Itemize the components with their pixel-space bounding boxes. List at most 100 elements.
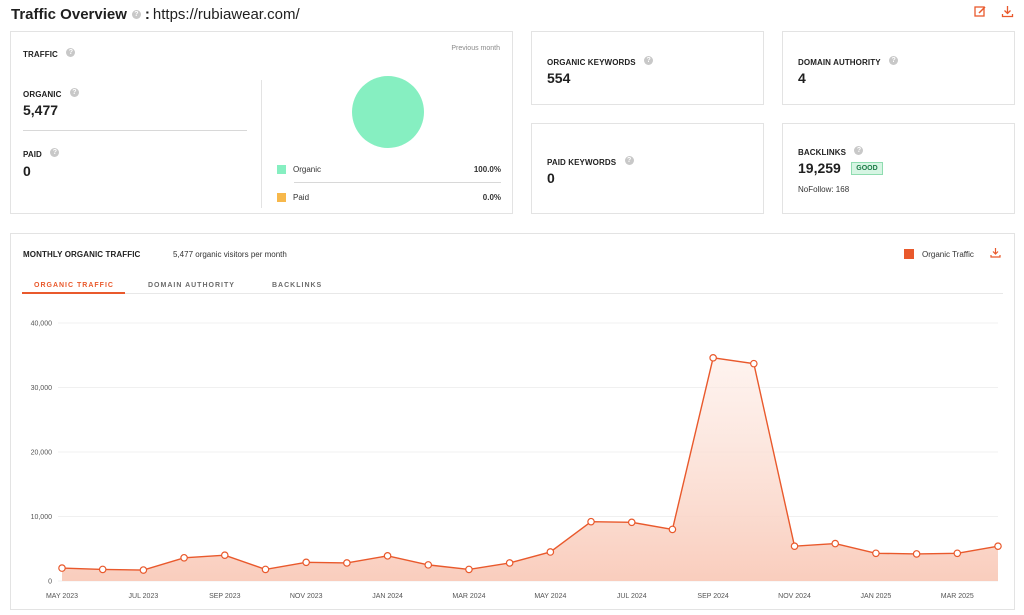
- download-icon[interactable]: [1001, 5, 1014, 18]
- legend-swatch-paid: [277, 193, 286, 202]
- x-tick-label: SEP 2024: [697, 593, 729, 600]
- legend-swatch-organic-traffic: [904, 249, 914, 259]
- data-point: [912, 550, 921, 558]
- help-icon[interactable]: ?: [69, 88, 79, 98]
- tab-active-indicator: [22, 292, 125, 294]
- data-point: [261, 565, 270, 574]
- data-point: [302, 558, 310, 567]
- page-title: Traffic Overview: [11, 5, 127, 23]
- y-tick-label: 40,000: [31, 321, 53, 328]
- paid-keywords-label: PAID KEYWORDS: [547, 158, 617, 167]
- tab-organic-traffic[interactable]: ORGANIC TRAFFIC: [34, 282, 114, 289]
- series-line-organic-traffic: [61, 357, 999, 571]
- data-point: [953, 549, 962, 558]
- data-point: [465, 565, 473, 574]
- help-icon[interactable]: ?: [131, 9, 141, 19]
- data-point: [587, 517, 595, 526]
- x-tick-label: MAR 2024: [452, 593, 485, 600]
- help-icon[interactable]: ?: [66, 48, 76, 58]
- help-icon[interactable]: ?: [644, 56, 654, 66]
- backlinks-card: BACKLINKS ? 19,259 GOOD NoFollow: 168: [782, 123, 1015, 214]
- monthly-traffic-subtitle: 5,477 organic visitors per month: [173, 250, 287, 259]
- download-icon[interactable]: [990, 247, 1001, 258]
- header-actions: [974, 5, 1014, 18]
- x-tick-label: JUL 2023: [129, 593, 159, 600]
- organic-keywords-label: ORGANIC KEYWORDS: [547, 58, 636, 67]
- domain-authority-label: DOMAIN AUTHORITY: [798, 58, 881, 67]
- area-fill: [62, 357, 998, 581]
- traffic-pie-chart: [352, 76, 424, 148]
- organic-label: ORGANIC: [23, 90, 62, 99]
- x-tick-label: NOV 2023: [290, 593, 323, 600]
- x-tick-label: JAN 2025: [861, 593, 892, 600]
- data-point: [98, 565, 107, 574]
- pie-slice-organic: [352, 76, 424, 148]
- paid-label: PAID: [23, 150, 42, 159]
- legend-pct-organic: 100.0%: [473, 165, 501, 174]
- data-point: [505, 559, 514, 567]
- y-tick-label: 30,000: [31, 385, 53, 392]
- domain-authority-card: DOMAIN AUTHORITY ? 4: [782, 31, 1015, 105]
- y-tick-label: 10,000: [31, 514, 53, 521]
- paid-value: 0: [23, 163, 31, 179]
- legend-swatch-organic: [277, 165, 286, 174]
- y-tick-label: 0: [48, 579, 52, 586]
- data-point: [790, 542, 799, 550]
- data-point: [220, 551, 229, 560]
- organic-keywords-value: 554: [547, 70, 571, 86]
- legend-paid: Paid 0.0%: [277, 191, 501, 205]
- edit-icon[interactable]: [974, 5, 987, 18]
- data-point: [139, 566, 148, 574]
- x-tick-label: JUL 2024: [617, 593, 647, 600]
- domain-authority-value: 4: [798, 70, 806, 86]
- data-point: [424, 561, 433, 569]
- data-point: [872, 549, 880, 558]
- legend-divider: [294, 182, 501, 183]
- y-tick-label: 20,000: [31, 450, 53, 457]
- help-icon[interactable]: ?: [889, 56, 899, 66]
- data-point: [546, 548, 555, 556]
- x-tick-label: JAN 2024: [372, 593, 403, 600]
- data-point: [180, 553, 188, 562]
- data-point: [383, 552, 392, 560]
- organic-keywords-card: ORGANIC KEYWORDS ? 554: [531, 31, 764, 105]
- vertical-divider: [261, 80, 262, 208]
- tab-domain-authority[interactable]: DOMAIN AUTHORITY: [148, 282, 235, 289]
- nofollow-count: NoFollow: 168: [798, 185, 850, 194]
- data-point: [831, 539, 840, 548]
- x-tick-label: MAY 2024: [534, 593, 566, 600]
- x-tick-label: SEP 2023: [209, 593, 241, 600]
- monthly-traffic-label: MONTHLY ORGANIC TRAFFIC: [23, 250, 141, 259]
- period-label: Previous month: [451, 45, 500, 52]
- legend-label-organic-traffic: Organic Traffic: [922, 250, 974, 259]
- help-icon[interactable]: ?: [854, 146, 864, 156]
- data-point: [994, 542, 1002, 550]
- x-tick-label: MAR 2025: [941, 593, 974, 600]
- tab-backlinks[interactable]: BACKLINKS: [272, 282, 323, 289]
- legend-label-paid: Paid: [293, 193, 310, 202]
- domain-url: https://rubiawear.com/: [152, 5, 300, 23]
- divider: [23, 130, 247, 131]
- backlinks-label: BACKLINKS: [798, 148, 847, 157]
- legend-label-organic: Organic: [293, 165, 322, 174]
- traffic-card: TRAFFIC ? Previous month ORGANIC ? 5,477…: [10, 31, 513, 214]
- title-separator: :: [144, 5, 150, 23]
- paid-keywords-value: 0: [547, 170, 555, 186]
- paid-keywords-card: PAID KEYWORDS ? 0: [531, 123, 764, 214]
- data-point: [58, 564, 66, 572]
- tabs-underline: [23, 293, 1003, 294]
- x-tick-label: MAY 2023: [46, 593, 78, 600]
- data-point: [343, 559, 351, 567]
- data-point: [750, 359, 758, 368]
- traffic-label: TRAFFIC: [23, 50, 58, 59]
- legend-pct-paid: 0.0%: [482, 193, 501, 202]
- backlinks-value: 19,259: [798, 160, 841, 176]
- status-badge: GOOD: [851, 162, 883, 176]
- help-icon[interactable]: ?: [624, 156, 634, 166]
- x-tick-label: NOV 2024: [778, 593, 811, 600]
- data-point: [668, 525, 677, 534]
- help-icon[interactable]: ?: [50, 148, 60, 158]
- data-point: [627, 518, 636, 527]
- legend-organic: Organic 100.0%: [277, 163, 501, 177]
